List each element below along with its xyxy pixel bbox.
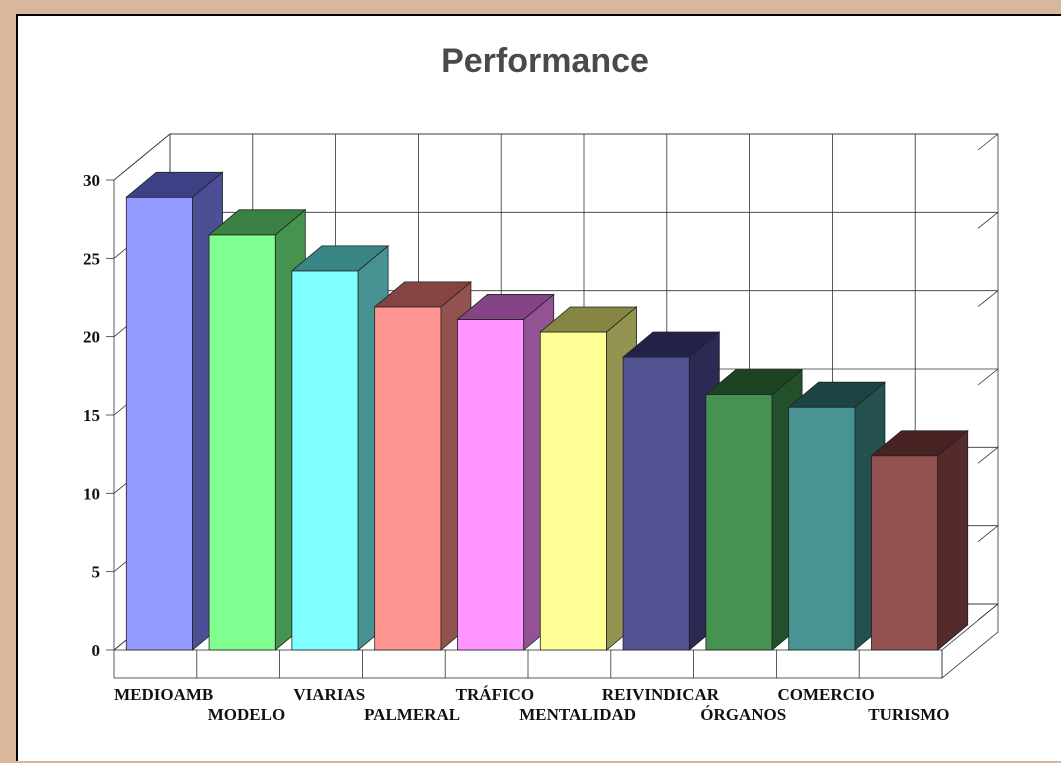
y-tick-label: 0: [92, 641, 101, 660]
bar: [456, 293, 555, 651]
x-tick-label: ÓRGANOS: [700, 705, 786, 724]
x-tick-label: VIARIAS: [293, 685, 365, 704]
bar: [621, 331, 721, 651]
x-tick-label: MEDIOAMB: [114, 685, 213, 704]
bar-front: [871, 455, 939, 651]
x-tick-label: TRÁFICO: [456, 685, 534, 704]
bar: [290, 245, 390, 651]
right-tick-mark: [977, 212, 999, 229]
right-tick-mark: [977, 447, 999, 464]
bar-front: [788, 406, 856, 651]
bar: [125, 171, 224, 651]
bar-front: [125, 196, 193, 651]
bar: [787, 381, 887, 651]
right-tick-mark: [977, 290, 999, 307]
bar-top: [125, 171, 224, 198]
bar-front: [291, 270, 359, 651]
x-tick-label: MODELO: [208, 705, 285, 724]
x-tick-label: REIVINDICAR: [602, 685, 720, 704]
bar-top: [787, 381, 887, 408]
bar-front: [705, 394, 773, 651]
right-tick-mark: [977, 368, 999, 386]
x-tick-label: COMERCIO: [777, 685, 874, 704]
bar-top: [621, 331, 721, 358]
right-tick-mark: [977, 603, 999, 621]
right-tick-mark: [977, 133, 999, 151]
bar-front: [539, 331, 607, 651]
right-tick-mark: [977, 525, 999, 542]
bar-side: [937, 429, 969, 651]
bar-front: [622, 356, 690, 651]
y-tick-label: 5: [92, 563, 101, 582]
bar-front: [208, 234, 276, 651]
gridline-diagonal: [113, 133, 171, 181]
bar: [207, 208, 307, 651]
chart-panel: 0 5 10 15 20 25 30 MEDIOAMB MODELO VIARIAS PALMERA…: [16, 14, 1061, 761]
bar: [870, 429, 969, 651]
y-tick-label: 25: [83, 249, 100, 268]
bar-top: [373, 281, 473, 308]
bar-top: [870, 430, 969, 457]
x-tick-label: MENTALIDAD: [519, 705, 636, 724]
chart-title: Performance: [441, 42, 649, 80]
y-tick-label: 10: [83, 484, 100, 503]
bar-front: [374, 306, 442, 651]
y-tick-label: 15: [83, 406, 100, 425]
bar-front: [457, 319, 525, 651]
bar-top: [704, 369, 804, 396]
bar: [539, 306, 638, 651]
chart-bars: [125, 171, 969, 651]
y-tick-label: 30: [83, 171, 100, 190]
bar-top: [539, 306, 638, 333]
x-tick-label: TURISMO: [868, 705, 949, 724]
bar: [373, 281, 473, 651]
x-tick-label: PALMERAL: [364, 705, 460, 724]
bar-top: [290, 245, 390, 272]
bar: [704, 368, 804, 651]
y-tick-label: 20: [83, 328, 100, 347]
bar-top: [207, 209, 307, 236]
bar-top: [456, 294, 555, 320]
